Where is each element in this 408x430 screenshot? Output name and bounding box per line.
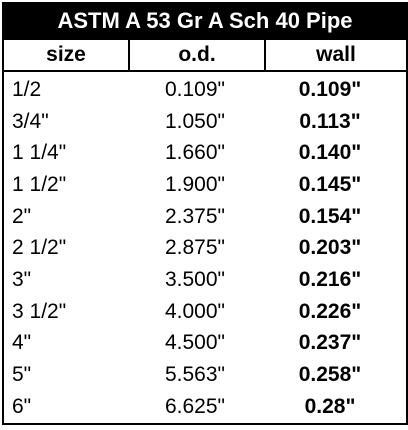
cell-od: 2.875" xyxy=(164,236,225,260)
cell-size: 3/4" xyxy=(12,109,49,133)
cell-size: 6" xyxy=(12,394,32,418)
cell-od: 3.500" xyxy=(164,267,225,291)
cell-size: 5" xyxy=(12,363,32,387)
table-row: 2 1/2" 2.875" 0.203" xyxy=(4,232,406,264)
cell-od: 1.660" xyxy=(164,141,225,165)
table-row: 1/2 0.109" 0.109" xyxy=(4,74,406,106)
header-size: size xyxy=(4,40,130,70)
cell-od: 4.000" xyxy=(164,299,225,323)
cell-wall: 0.258" xyxy=(298,363,362,387)
header-wall: wall xyxy=(316,43,356,66)
cell-od: 0.109" xyxy=(164,77,225,101)
cell-od: 5.563" xyxy=(164,363,225,387)
table-row: 2" 2.375" 0.154" xyxy=(4,201,406,233)
cell-size: 1/2 xyxy=(12,77,42,101)
cell-size: 3 1/2" xyxy=(12,299,67,323)
cell-size: 1 1/4" xyxy=(12,141,67,165)
cell-wall: 0.154" xyxy=(298,204,362,228)
table-row: 1 1/4" 1.660" 0.140" xyxy=(4,137,406,169)
cell-size: 4" xyxy=(12,331,32,355)
cell-wall: 0.226" xyxy=(298,299,362,323)
cell-size: 3" xyxy=(12,267,32,291)
cell-od: 1.900" xyxy=(164,172,225,196)
cell-wall: 0.216" xyxy=(298,267,362,291)
table-title: ASTM A 53 Gr A Sch 40 Pipe xyxy=(4,4,406,40)
cell-wall: 0.109" xyxy=(298,77,362,101)
table-row: 1 1/2" 1.900" 0.145" xyxy=(4,169,406,201)
cell-size: 2" xyxy=(12,204,32,228)
cell-od: 2.375" xyxy=(164,204,225,228)
cell-od: 4.500" xyxy=(164,331,225,355)
cell-od: 6.625" xyxy=(164,394,225,418)
table-row: 3 1/2" 4.000" 0.226" xyxy=(4,296,406,328)
table-row: 4" 4.500" 0.237" xyxy=(4,328,406,360)
table-body: 1/2 0.109" 0.109" 3/4" 1.050" 0.113" 1 1/4" 1.6… xyxy=(4,72,406,423)
table-row: 3/4" 1.050" 0.113" xyxy=(4,106,406,138)
table-row: 5" 5.563" 0.258" xyxy=(4,359,406,391)
cell-wall: 0.203" xyxy=(298,236,362,260)
cell-wall: 0.145" xyxy=(298,172,362,196)
header-od: o.d. xyxy=(130,40,266,70)
table-row: 6" 6.625" 0.28" xyxy=(4,391,406,423)
cell-wall: 0.28" xyxy=(304,394,356,418)
cell-wall: 0.237" xyxy=(298,331,362,355)
table-row: 3" 3.500" 0.216" xyxy=(4,264,406,296)
table-header-row: size o.d. wall xyxy=(4,40,406,72)
cell-od: 1.050" xyxy=(164,109,225,133)
cell-size: 1 1/2" xyxy=(12,172,67,196)
cell-wall: 0.140" xyxy=(298,141,362,165)
cell-wall: 0.113" xyxy=(299,109,361,133)
cell-size: 2 1/2" xyxy=(12,236,67,260)
pipe-spec-table: ASTM A 53 Gr A Sch 40 Pipe size o.d. wal… xyxy=(2,2,408,425)
